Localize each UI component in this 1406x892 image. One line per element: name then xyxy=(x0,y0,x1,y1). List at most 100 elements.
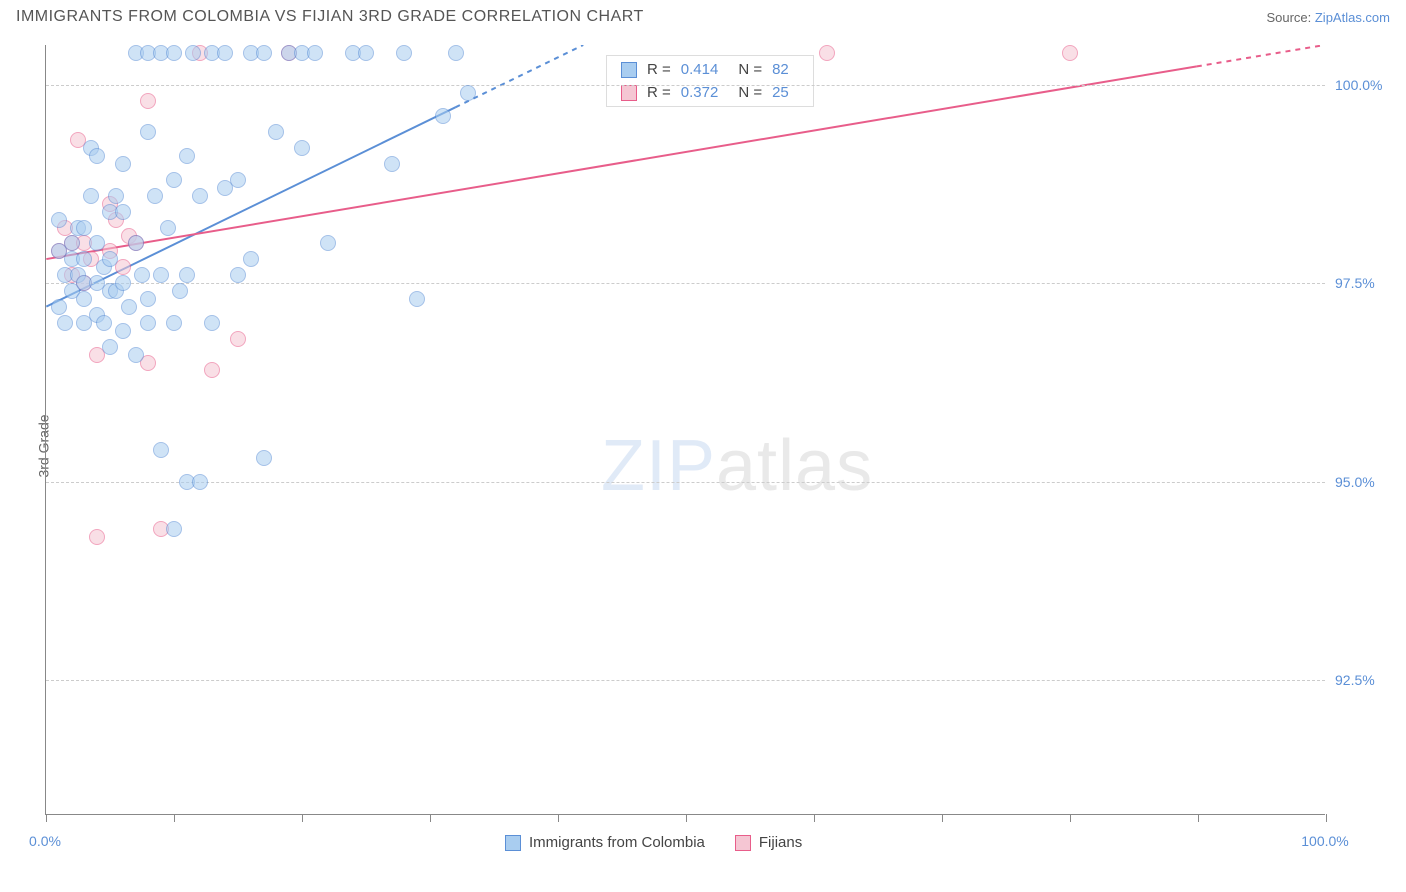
data-point xyxy=(256,45,272,61)
x-tick xyxy=(686,814,687,822)
data-point xyxy=(192,474,208,490)
data-point xyxy=(166,521,182,537)
data-point xyxy=(140,291,156,307)
r-value: 0.414 xyxy=(681,61,719,78)
data-point xyxy=(358,45,374,61)
data-point xyxy=(435,108,451,124)
data-point xyxy=(51,299,67,315)
data-point xyxy=(230,267,246,283)
data-point xyxy=(115,275,131,291)
x-tick xyxy=(1070,814,1071,822)
legend-item: Fijians xyxy=(735,834,802,851)
data-point xyxy=(409,291,425,307)
scatter-chart: R =0.414N =82R =0.372N =25 ZIPatlas 92.5… xyxy=(45,45,1325,815)
data-point xyxy=(166,45,182,61)
data-point xyxy=(179,267,195,283)
n-value: 82 xyxy=(772,61,789,78)
data-point xyxy=(307,45,323,61)
n-value: 25 xyxy=(772,84,789,101)
bottom-legend: Immigrants from ColombiaFijians xyxy=(505,834,802,851)
data-point xyxy=(179,148,195,164)
data-point xyxy=(230,172,246,188)
data-point xyxy=(396,45,412,61)
data-point xyxy=(134,267,150,283)
y-tick-label: 100.0% xyxy=(1335,77,1395,93)
data-point xyxy=(89,235,105,251)
chart-title: IMMIGRANTS FROM COLOMBIA VS FIJIAN 3RD G… xyxy=(16,8,644,26)
data-point xyxy=(185,45,201,61)
x-tick xyxy=(430,814,431,822)
y-tick-label: 97.5% xyxy=(1335,275,1395,291)
data-point xyxy=(204,315,220,331)
data-point xyxy=(819,45,835,61)
data-point xyxy=(147,188,163,204)
source-link[interactable]: ZipAtlas.com xyxy=(1315,10,1390,25)
source-credit: Source: ZipAtlas.com xyxy=(1266,10,1390,25)
x-tick xyxy=(174,814,175,822)
x-tick xyxy=(942,814,943,822)
data-point xyxy=(102,339,118,355)
data-point xyxy=(294,140,310,156)
data-point xyxy=(172,283,188,299)
legend-swatch xyxy=(621,85,637,101)
x-tick xyxy=(558,814,559,822)
watermark: ZIPatlas xyxy=(601,425,873,507)
stats-row: R = 0.414 N = 82 xyxy=(607,58,813,81)
data-point xyxy=(460,85,476,101)
data-point xyxy=(96,315,112,331)
data-point xyxy=(83,188,99,204)
data-point xyxy=(448,45,464,61)
data-point xyxy=(192,188,208,204)
data-point xyxy=(115,323,131,339)
data-point xyxy=(108,188,124,204)
r-label: R = xyxy=(647,61,671,78)
data-point xyxy=(243,251,259,267)
x-tick-label: 0.0% xyxy=(29,833,61,849)
data-point xyxy=(128,235,144,251)
data-point xyxy=(89,148,105,164)
x-tick xyxy=(302,814,303,822)
legend-swatch xyxy=(505,835,521,851)
trend-line-dashed xyxy=(1197,45,1325,66)
data-point xyxy=(268,124,284,140)
data-point xyxy=(76,220,92,236)
legend-swatch xyxy=(621,62,637,78)
data-point xyxy=(64,235,80,251)
y-tick-label: 95.0% xyxy=(1335,474,1395,490)
x-tick xyxy=(46,814,47,822)
legend-label: Fijians xyxy=(759,834,802,851)
data-point xyxy=(153,267,169,283)
x-tick-label: 100.0% xyxy=(1301,833,1348,849)
data-point xyxy=(166,172,182,188)
data-point xyxy=(128,347,144,363)
data-point xyxy=(57,315,73,331)
data-point xyxy=(384,156,400,172)
x-tick xyxy=(1198,814,1199,822)
x-tick xyxy=(1326,814,1327,822)
y-tick-label: 92.5% xyxy=(1335,672,1395,688)
n-label: N = xyxy=(738,61,762,78)
data-point xyxy=(76,251,92,267)
data-point xyxy=(115,204,131,220)
data-point xyxy=(102,251,118,267)
data-point xyxy=(140,315,156,331)
r-label: R = xyxy=(647,84,671,101)
gridline xyxy=(46,680,1325,681)
data-point xyxy=(1062,45,1078,61)
legend-swatch xyxy=(735,835,751,851)
data-point xyxy=(256,450,272,466)
data-point xyxy=(51,212,67,228)
data-point xyxy=(121,299,137,315)
trend-lines xyxy=(46,45,1325,814)
data-point xyxy=(76,291,92,307)
trend-line-dashed xyxy=(455,45,583,107)
data-point xyxy=(320,235,336,251)
data-point xyxy=(89,529,105,545)
data-point xyxy=(230,331,246,347)
data-point xyxy=(166,315,182,331)
data-point xyxy=(160,220,176,236)
n-label: N = xyxy=(738,84,762,101)
gridline xyxy=(46,85,1325,86)
data-point xyxy=(204,362,220,378)
data-point xyxy=(217,45,233,61)
